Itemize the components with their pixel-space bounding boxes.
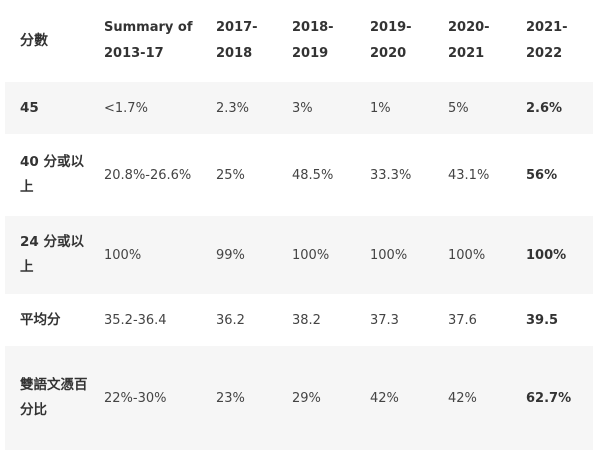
table-cell: 56% [526,167,558,183]
table-cell: 100% [370,247,408,263]
column-header: 2018-2019 [292,20,334,61]
table-row: 24 分或以上 100% 99% 100% 100% 100% 100% [5,216,593,294]
table-cell: 100% [104,247,142,263]
table-cell: 36.2 [216,312,245,328]
table-cell: 29% [292,390,321,406]
table-cell: 100% [292,247,330,263]
table-cell: 3% [292,100,313,116]
table-cell: 38.2 [292,312,321,328]
table-cell: 33.3% [370,167,412,183]
table-cell: 100% [526,247,567,263]
table-row: 40 分或以上 20.8%-26.6% 25% 48.5% 33.3% 43.1% 56% [5,134,593,216]
table-row: 45 <1.7% 2.3% 3% 1% 5% 2.6% [5,82,593,134]
table-cell: 22%-30% [104,390,167,406]
row-label: 40 分或以上 [20,154,84,195]
table-cell: 37.3 [370,312,399,328]
table-cell: 42% [370,390,399,406]
table-cell: 39.5 [526,312,559,328]
stats-table: 分數 Summary of 2013-17 2017-2018 2018-2019 20… [5,0,593,450]
table-row: 平均分 35.2-36.4 36.2 38.2 37.3 37.6 39.5 [5,294,593,346]
table-row: 雙語文憑百分比 22%-30% 23% 29% 42% 42% 62.7% [5,346,593,450]
table-cell: 43.1% [448,167,490,183]
table-body: 45 <1.7% 2.3% 3% 1% 5% 2.6% 40 分或以上 20.8%-26.6% 2… [5,82,593,450]
table-cell: 5% [448,100,469,116]
column-header: 分數 [20,33,48,49]
table-header: 分數 Summary of 2013-17 2017-2018 2018-2019 20… [5,0,593,82]
table-cell: 35.2-36.4 [104,312,167,328]
table-cell: 23% [216,390,245,406]
table-cell: 2.3% [216,100,250,116]
column-header: 2021-2022 [526,20,568,61]
table-cell: 42% [448,390,477,406]
row-label: 平均分 [20,311,61,328]
column-header: Summary of 2013-17 [104,20,193,61]
header-row: 分數 Summary of 2013-17 2017-2018 2018-2019 20… [5,0,593,82]
table-cell: 99% [216,247,245,263]
column-header: 2019-2020 [370,20,412,61]
table-cell: 48.5% [292,167,334,183]
table-cell: 100% [448,247,486,263]
table-cell: 62.7% [526,390,572,406]
row-label: 雙語文憑百分比 [20,377,88,418]
table-cell: 1% [370,100,391,116]
row-label: 45 [20,99,39,116]
row-label: 24 分或以上 [20,234,84,275]
column-header: 2020-2021 [448,20,490,61]
column-header: 2017-2018 [216,20,258,61]
table-cell: 2.6% [526,100,563,116]
table-cell: <1.7% [104,100,148,116]
table-cell: 20.8%-26.6% [104,167,192,183]
table-cell: 37.6 [448,312,477,328]
table-cell: 25% [216,167,245,183]
